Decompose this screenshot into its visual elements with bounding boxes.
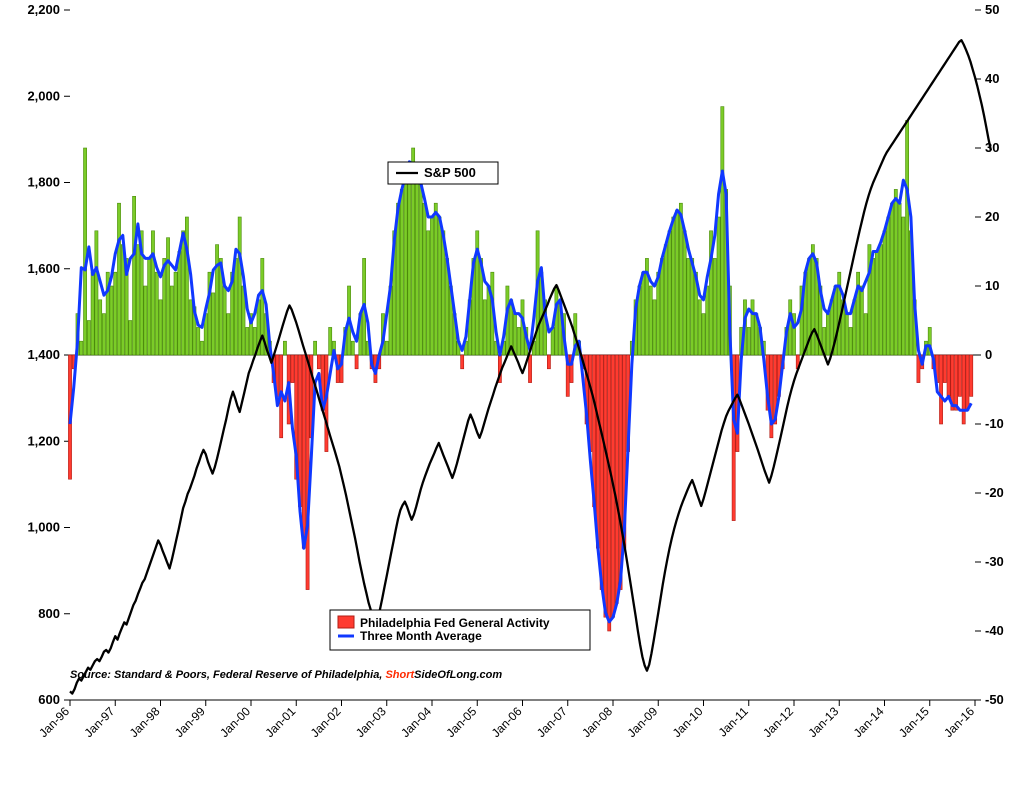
svg-text:-10: -10 [985, 416, 1004, 431]
svg-text:10: 10 [985, 278, 999, 293]
svg-text:Jan-00: Jan-00 [217, 704, 253, 740]
svg-text:Jan-14: Jan-14 [851, 704, 887, 740]
svg-text:Three Month Average: Three Month Average [360, 629, 482, 643]
svg-text:Jan-03: Jan-03 [353, 704, 389, 740]
svg-text:-30: -30 [985, 554, 1004, 569]
svg-text:20: 20 [985, 209, 999, 224]
svg-text:Jan-02: Jan-02 [308, 704, 344, 740]
svg-text:600: 600 [38, 692, 60, 707]
svg-text:Jan-13: Jan-13 [806, 704, 842, 740]
svg-text:Jan-07: Jan-07 [534, 704, 570, 740]
svg-text:1,800: 1,800 [27, 175, 60, 190]
svg-text:1,200: 1,200 [27, 433, 60, 448]
svg-text:Jan-05: Jan-05 [444, 704, 480, 740]
svg-text:Jan-06: Jan-06 [489, 704, 525, 740]
svg-text:Jan-11: Jan-11 [716, 704, 751, 739]
svg-text:40: 40 [985, 71, 999, 86]
svg-text:0: 0 [985, 347, 992, 362]
svg-text:-40: -40 [985, 623, 1004, 638]
dual-axis-chart: 600 800 1,000 1,200 1,400 1,600 1,800 2,000 2,20… [0, 0, 1024, 786]
svg-text:-50: -50 [985, 692, 1004, 707]
svg-text:Jan-01: Jan-01 [263, 704, 299, 740]
svg-text:Jan-09: Jan-09 [625, 704, 661, 740]
svg-text:Philadelphia Fed General Activ: Philadelphia Fed General Activity [360, 616, 550, 630]
svg-text:1,600: 1,600 [27, 261, 60, 276]
svg-text:S&P 500: S&P 500 [424, 165, 476, 180]
svg-text:Jan-04: Jan-04 [398, 704, 434, 740]
source-attribution: Source: Standard & Poors, Federal Reserv… [70, 669, 502, 681]
svg-text:50: 50 [985, 2, 999, 17]
svg-text:Jan-15: Jan-15 [896, 704, 932, 740]
svg-text:Jan-16: Jan-16 [941, 704, 977, 740]
svg-text:-20: -20 [985, 485, 1004, 500]
svg-text:Jan-96: Jan-96 [36, 704, 72, 740]
svg-text:Jan-98: Jan-98 [127, 704, 163, 740]
svg-text:Jan-99: Jan-99 [172, 704, 208, 740]
svg-text:1,000: 1,000 [27, 520, 60, 535]
svg-text:Jan-97: Jan-97 [82, 704, 118, 740]
svg-text:Jan-08: Jan-08 [579, 704, 615, 740]
svg-text:2,000: 2,000 [27, 88, 60, 103]
svg-text:2,200: 2,200 [27, 2, 60, 17]
svg-text:1,400: 1,400 [27, 347, 60, 362]
three-month-average-line [70, 162, 971, 622]
svg-text:800: 800 [38, 606, 60, 621]
svg-text:Jan-12: Jan-12 [760, 704, 796, 740]
svg-text:Jan-10: Jan-10 [670, 704, 706, 740]
svg-text:30: 30 [985, 140, 999, 155]
